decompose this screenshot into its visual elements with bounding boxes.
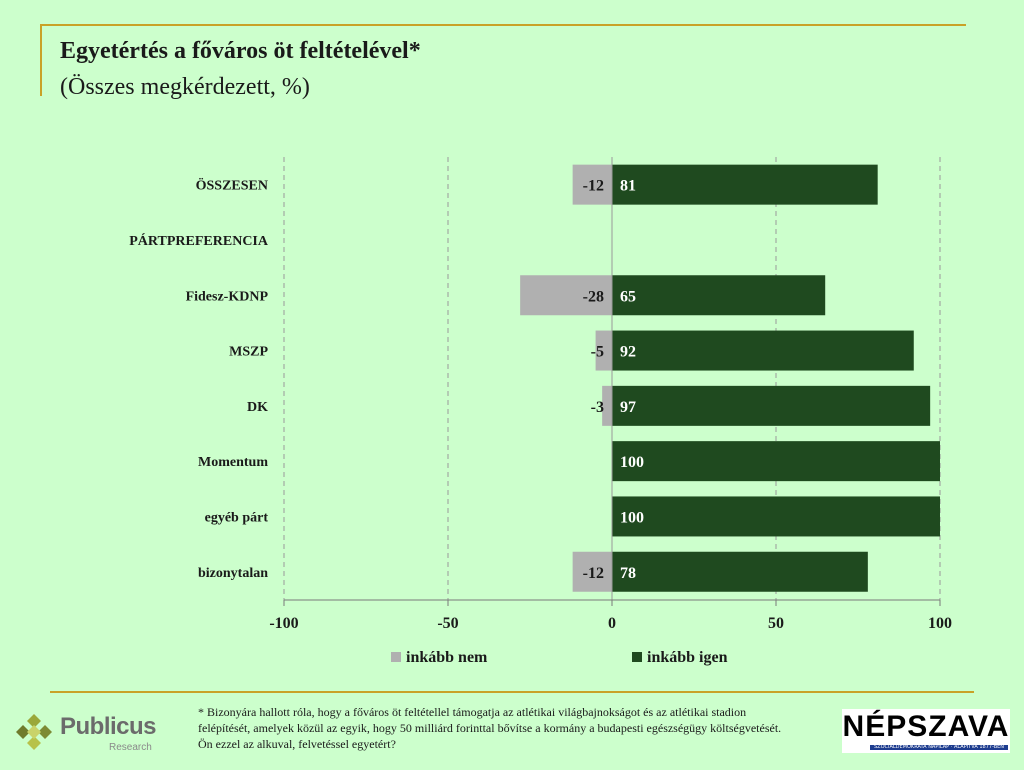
x-tick-label: -100 [269,615,298,632]
legend-inkabb-igen-label: inkább igen [647,649,728,666]
data-label-inkabb-igen: 78 [620,565,636,582]
bar-inkabb-igen [612,441,940,482]
data-label-inkabb-igen: 65 [620,288,636,305]
data-label-inkabb-igen: 97 [620,399,636,416]
chart-title: Egyetértés a főváros öt feltételével* [60,38,421,64]
bar-inkabb-igen [612,164,878,205]
x-tick-label: 100 [928,615,952,632]
category-label: bizonytalan [198,566,268,581]
legend-inkabb-nem-swatch [391,652,401,662]
publicus-logo-name: Publicus [60,713,157,740]
data-label-inkabb-igen: 100 [620,454,644,471]
bar-inkabb-igen [612,385,931,426]
footnote: * Bizonyára hallott róla, hogy a főváros… [198,705,782,751]
publicus-logo-sub: Research [109,742,152,753]
publicus-diamond-icon [16,714,52,750]
legend-inkabb-igen-swatch [632,652,642,662]
category-label: ÖSSZESEN [196,177,268,194]
legend-inkabb-nem-label: inkább nem [406,649,488,666]
data-label-inkabb-nem: -5 [591,344,604,361]
bar-inkabb-igen [612,496,940,537]
category-label: DK [247,400,268,415]
category-label: egyéb párt [205,510,269,525]
category-label: Momentum [198,455,268,470]
nepszava-logo-name: NÉPSZAVA [842,710,1010,743]
nepszava-logo-strip [870,745,1008,750]
x-tick-label: -50 [437,615,458,632]
nepszava-logo: NÉPSZAVA SZOCIALDEMOKRATA NAPILAP · ALAP… [842,709,1010,753]
footer-rule [50,691,974,693]
data-label-inkabb-nem: -28 [583,288,604,305]
bar-inkabb-nem [595,330,612,371]
bar-inkabb-igen [612,551,868,592]
chart-subtitle: (Összes megkérdezett, %) [60,74,310,100]
bar-inkabb-nem [572,551,612,592]
category-label: PÁRTPREFERENCIA [129,232,269,249]
bar-inkabb-nem [520,275,612,316]
bar-inkabb-igen [612,275,826,316]
data-label-inkabb-nem: -12 [583,565,604,582]
data-label-inkabb-igen: 100 [620,509,644,526]
category-label: Fidesz-KDNP [186,289,269,304]
bar-inkabb-nem [572,164,612,205]
data-label-inkabb-nem: -3 [591,399,604,416]
x-tick-label: 50 [768,615,784,632]
bar-inkabb-igen [612,330,914,371]
diverging-bar-chart: ÖSSZESEN -12 81 PÁRTPREFERENCIA Fidesz-KDNP -… [129,157,952,666]
category-label: MSZP [229,345,268,360]
x-tick-label: 0 [608,615,616,632]
bar-inkabb-nem [602,385,612,426]
publicus-logo: Publicus Research [14,712,157,753]
data-label-inkabb-nem: -12 [583,178,604,195]
nepszava-logo-tagline: SZOCIALDEMOKRATA NAPILAP · ALAPÍTVA 1877… [873,744,1005,750]
header-rule-side [40,24,42,96]
header-rule-top [40,24,966,26]
data-label-inkabb-igen: 81 [620,178,636,195]
data-label-inkabb-igen: 92 [620,344,636,361]
